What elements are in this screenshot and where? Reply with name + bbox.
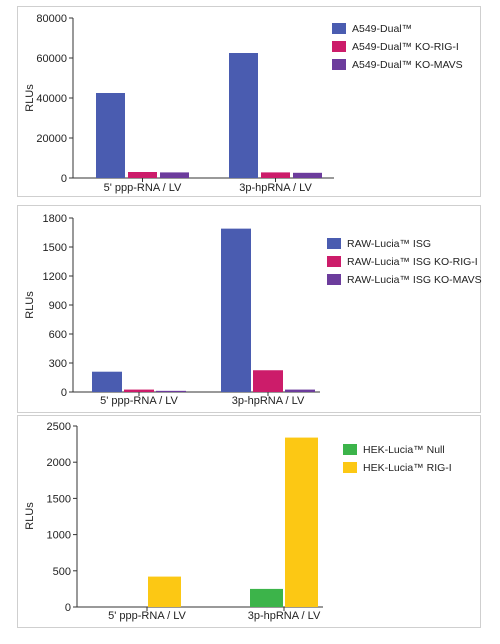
y-tick-label: 1000 xyxy=(47,530,71,542)
bar xyxy=(128,172,157,178)
y-tick-label: 20000 xyxy=(36,133,67,145)
legend-swatch xyxy=(343,444,357,455)
y-tick-label: 0 xyxy=(65,602,71,614)
y-tick-label: 2500 xyxy=(47,421,71,433)
x-tick-label: 3p-hpRNA / LV xyxy=(232,395,305,407)
x-tick-label: 3p-hpRNA / LV xyxy=(239,182,312,194)
legend-swatch xyxy=(332,41,346,52)
chart-panel-2: 0 300 600 900 1200 1500 1800 RLUs 5' ppp-RNA / L… xyxy=(17,205,482,413)
legend-swatch xyxy=(332,59,346,70)
y-tick-label: 0 xyxy=(61,173,67,185)
y-tick-label: 80000 xyxy=(36,13,67,25)
panel-frame xyxy=(17,6,481,197)
y-tick-label: 1800 xyxy=(43,213,67,225)
legend-label: A549-Dual™ xyxy=(352,23,412,35)
bar xyxy=(285,437,318,607)
x-tick-label: 3p-hpRNA / LV xyxy=(248,610,321,622)
y-tick-label: 600 xyxy=(49,329,67,341)
panel-frame xyxy=(17,205,481,413)
legend-label: RAW-Lucia™ ISG KO-MAVS xyxy=(347,274,482,286)
bar xyxy=(160,172,189,178)
chart-panel-1: 0 20000 40000 60000 80000 RLUs 5' ppp-RNA / LV… xyxy=(17,6,481,197)
legend-label: A549-Dual™ KO-RIG-I xyxy=(352,41,459,53)
y-tick-label: 40000 xyxy=(36,93,67,105)
y-axis-label: RLUs xyxy=(24,502,36,530)
y-axis-label: RLUs xyxy=(24,84,36,112)
bar xyxy=(261,172,290,178)
bar xyxy=(92,371,122,392)
y-tick-label: 0 xyxy=(61,387,67,399)
legend-swatch xyxy=(343,462,357,473)
y-axis-label: RLUs xyxy=(24,291,36,319)
bar xyxy=(285,389,315,392)
bar xyxy=(124,389,154,392)
bar xyxy=(221,228,251,392)
bar xyxy=(229,53,258,178)
legend-label: HEK-Lucia™ Null xyxy=(363,444,445,456)
chart-panel-3: 0 500 1000 1500 2000 2500 RLUs 5' ppp-RNA / LV 3… xyxy=(17,415,481,628)
legend-swatch xyxy=(332,23,346,34)
bar xyxy=(293,172,322,178)
bar xyxy=(250,588,283,607)
y-tick-label: 900 xyxy=(49,300,67,312)
legend-swatch xyxy=(327,238,341,249)
x-tick-label: 5' ppp-RNA / LV xyxy=(104,182,182,194)
y-tick-label: 1500 xyxy=(43,242,67,254)
bar xyxy=(156,390,186,392)
y-tick-label: 1500 xyxy=(47,493,71,505)
x-tick-label: 5' ppp-RNA / LV xyxy=(108,610,186,622)
legend-label: HEK-Lucia™ RIG-I xyxy=(363,462,452,474)
x-tick-label: 5' ppp-RNA / LV xyxy=(100,395,178,407)
legend-label: RAW-Lucia™ ISG xyxy=(347,238,431,250)
y-tick-label: 300 xyxy=(49,358,67,370)
bar xyxy=(148,576,181,607)
legend-label: A549-Dual™ KO-MAVS xyxy=(352,59,463,71)
legend-swatch xyxy=(327,274,341,285)
panel-frame xyxy=(17,415,481,628)
bar xyxy=(253,370,283,392)
legend-label: RAW-Lucia™ ISG KO-RIG-I xyxy=(347,256,478,268)
y-tick-label: 500 xyxy=(53,566,71,578)
legend-swatch xyxy=(327,256,341,267)
y-tick-label: 1200 xyxy=(43,271,67,283)
y-tick-label: 2000 xyxy=(47,457,71,469)
y-tick-label: 60000 xyxy=(36,53,67,65)
bar xyxy=(96,93,125,178)
